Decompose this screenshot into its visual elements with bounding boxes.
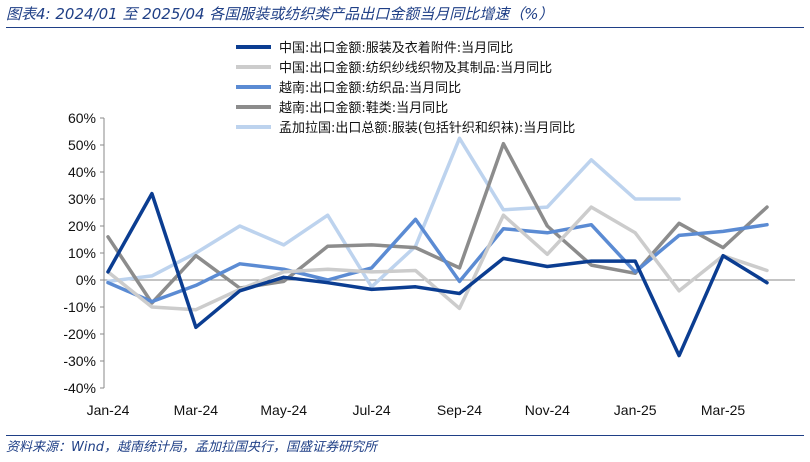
y-tick-label: 20% [68, 218, 96, 234]
y-tick-label: -20% [63, 326, 96, 342]
chart-title: 图表4: 2024/01 至 2025/04 各国服装或纺织类产品出口金额当月同… [6, 5, 554, 23]
legend-label: 越南:出口金额:鞋类:当月同比 [279, 100, 448, 116]
source-note: 资料来源：Wind，越南统计局，孟加拉国央行，国盛证券研究所 [6, 440, 377, 455]
y-tick-label: 40% [68, 164, 96, 180]
legend: 中国:出口金额:服装及衣着附件:当月同比中国:出口金额:纺织纱线织物及其制品:当… [236, 40, 575, 136]
y-tick-label: 60% [68, 110, 96, 126]
x-tick-label: May-24 [260, 402, 307, 418]
x-tick-label: Mar-24 [174, 402, 219, 418]
x-tick-label: Jan-25 [614, 402, 657, 418]
series-layer [106, 136, 769, 358]
y-tick-label: -30% [63, 353, 96, 369]
y-tick-label: 0% [76, 272, 96, 288]
y-tick-label: 50% [68, 137, 96, 153]
series-line-5 [106, 136, 681, 289]
axes: 60% 50% 40% 30% 20% 10% 0% -10% -20% -30% -40% Jan-… [63, 110, 795, 418]
legend-label: 孟加拉国:出口总额:服装(包括针织和织袜):当月同比 [279, 121, 575, 136]
x-tick-label: Jul-24 [353, 402, 391, 418]
y-tick-label: -40% [63, 380, 96, 396]
y-tick-label: -10% [63, 299, 96, 315]
x-tick-label: Jan-24 [87, 402, 130, 418]
legend-label: 越南:出口金额:纺织品:当月同比 [279, 80, 461, 96]
y-tick-label: 10% [68, 245, 96, 261]
x-tick-label: Sep-24 [437, 402, 482, 418]
title-rule [6, 27, 804, 28]
y-tick-label: 30% [68, 191, 96, 207]
source-rule [6, 435, 804, 436]
legend-label: 中国:出口金额:服装及衣着附件:当月同比 [279, 40, 513, 56]
series-line-4 [106, 141, 769, 305]
series-line-3 [106, 217, 769, 304]
x-tick-label: Mar-25 [701, 402, 746, 418]
series-line-1 [106, 191, 769, 358]
x-tick-label: Nov-24 [525, 402, 570, 418]
legend-label: 中国:出口金额:纺织纱线织物及其制品:当月同比 [279, 60, 552, 76]
